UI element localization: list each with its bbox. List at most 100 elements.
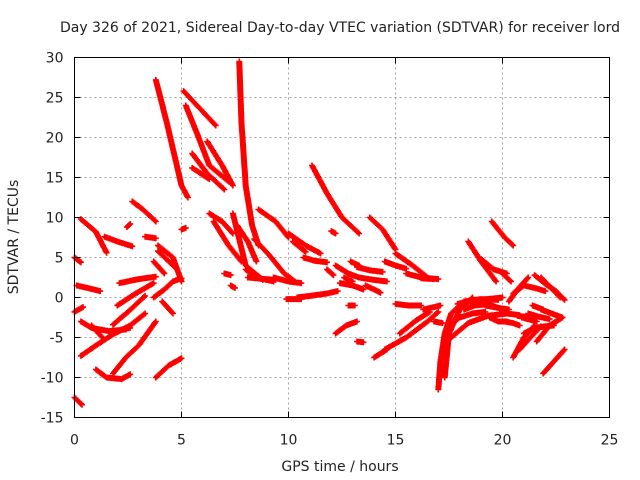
x-axis-label: GPS time / hours [281, 459, 398, 475]
data-point-markers [77, 216, 110, 256]
data-point-markers [501, 318, 523, 329]
data-point-markers [227, 282, 238, 291]
x-tick-label: 25 [601, 433, 619, 449]
series-arc-75 [446, 308, 489, 329]
series-arc-55 [341, 274, 356, 285]
data-point-markers [116, 273, 159, 287]
series-arc-35 [227, 282, 238, 291]
series-arc-13 [114, 280, 157, 309]
y-axis-label: SDTVAR / TECUs [6, 180, 22, 295]
data-point-markers [328, 228, 339, 237]
series-arc-68 [396, 308, 433, 337]
data-point-markers [71, 394, 85, 408]
data-point-markers [294, 288, 341, 301]
series-arc-56 [345, 302, 358, 309]
series-arc-04 [73, 282, 104, 295]
series-arc-53 [332, 318, 360, 337]
series-arc-92 [518, 314, 540, 325]
data-point-markers [354, 264, 386, 275]
data-point-markers [152, 355, 185, 381]
series-arc-10 [101, 233, 136, 250]
series-arc-86 [501, 318, 523, 329]
x-tick-label: 0 [70, 433, 79, 449]
series-arc-08 [88, 322, 106, 341]
data-point-markers [244, 274, 279, 283]
series-arc-24 [155, 248, 181, 273]
series-arc-72 [431, 318, 446, 327]
data-point-markers [396, 308, 433, 337]
series-arc-14 [116, 273, 159, 287]
data-point-markers [309, 162, 363, 237]
series-arc-31 [204, 138, 236, 189]
series-arc-45 [285, 230, 324, 257]
data-point-markers [159, 298, 176, 317]
series-arc-50 [324, 266, 337, 279]
data-point-markers [540, 346, 568, 377]
series-arc-64 [381, 258, 410, 272]
series-arc-22 [152, 76, 191, 201]
series-arc-67 [392, 300, 425, 309]
data-point-markers [448, 310, 523, 341]
data-point-markers [189, 164, 213, 183]
data-point-markers [155, 248, 181, 273]
series-arc-60 [356, 274, 390, 285]
series-arc-26 [178, 224, 189, 233]
series-arc-27 [180, 88, 219, 129]
series-arc-09 [92, 366, 134, 383]
series-arc-41 [251, 236, 298, 285]
data-point-markers [101, 233, 136, 250]
y-tick-label: 25 [46, 91, 64, 107]
series-arc-16 [123, 220, 134, 231]
data-point-markers [92, 366, 134, 383]
series-arc-40 [244, 274, 279, 283]
data-point-markers [332, 318, 360, 337]
data-point-markers [525, 310, 553, 323]
series-arc-84 [488, 218, 517, 249]
y-tick-label: 15 [46, 171, 64, 187]
data-point-markers [482, 302, 512, 313]
data-point-markers [488, 218, 517, 249]
series-arc-02 [71, 254, 84, 266]
data-point-markers [77, 310, 149, 359]
series-arc-21 [152, 355, 185, 381]
series-arc-43 [270, 274, 305, 287]
data-point-markers [110, 318, 159, 377]
data-point-markers [71, 304, 87, 315]
series-arc-15 [118, 324, 134, 333]
data-point-markers [356, 274, 390, 285]
series-arc-03 [71, 304, 87, 315]
series-arc-52 [332, 262, 363, 281]
data-point-markers [366, 214, 399, 253]
data-point-markers [381, 308, 442, 353]
data-point-markers [182, 102, 232, 185]
series-arc-17 [129, 198, 159, 225]
data-point-markers [354, 338, 367, 346]
x-tick-label: 5 [177, 433, 186, 449]
data-point-markers [362, 282, 384, 296]
data-point-markers [251, 236, 298, 285]
data-point-markers [206, 210, 236, 237]
data-point-markers [420, 302, 444, 313]
data-point-markers [73, 282, 104, 295]
x-tick-label: 15 [387, 433, 405, 449]
data-point-markers [204, 138, 236, 189]
data-point-markers [285, 230, 324, 257]
data-point-markers [150, 258, 168, 277]
series-arc-58 [354, 338, 367, 346]
data-point-markers [180, 88, 219, 129]
series-arc-62 [366, 214, 399, 253]
series-arc-88 [510, 282, 549, 297]
series-arc-32 [206, 210, 236, 237]
y-tick-labels: 30 25 20 15 10 5 0 -5 -10 -15 [41, 51, 64, 427]
axis-ticks [74, 57, 610, 418]
series-arc-25 [159, 298, 176, 317]
y-tick-label: 0 [55, 291, 64, 307]
data-marks [71, 58, 568, 408]
data-point-markers [381, 258, 410, 272]
series-arc-07 [77, 310, 149, 359]
data-point-markers [114, 280, 157, 309]
series-arc-37 [234, 222, 260, 265]
series-arc-34 [221, 270, 234, 279]
data-point-markers [446, 308, 489, 329]
